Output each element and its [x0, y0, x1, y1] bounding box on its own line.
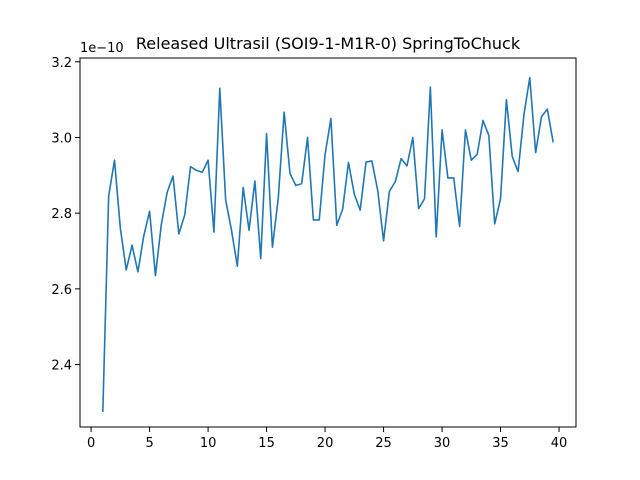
axes-frame	[79, 57, 577, 428]
y-tick-label: 2.4	[51, 359, 72, 374]
y-tick-label: 3.0	[51, 131, 72, 146]
x-tick-label: 40	[551, 436, 568, 451]
y-tick-label: 3.2	[51, 56, 72, 71]
plot-area: 0 5 10 15 20 25 30 35 40 2.4 2.6 2.8 3.0 3.2	[51, 56, 567, 451]
x-tick-label: 10	[200, 436, 217, 451]
x-tick-label: 0	[87, 436, 95, 451]
y-offset-label: 1e−10	[80, 41, 124, 56]
x-tick-label: 20	[317, 436, 334, 451]
y-tick-label: 2.6	[51, 283, 72, 298]
chart-title: Released Ultrasil (SOI9-1-M1R-0) SpringT…	[136, 34, 521, 53]
x-tick-label: 35	[492, 436, 509, 451]
x-tick-label: 25	[375, 436, 392, 451]
series-line	[102, 76, 554, 412]
x-tick-label: 15	[258, 436, 275, 451]
x-tick-label: 30	[434, 436, 451, 451]
y-tick-label: 2.8	[51, 207, 72, 222]
x-tick-label: 5	[145, 436, 153, 451]
